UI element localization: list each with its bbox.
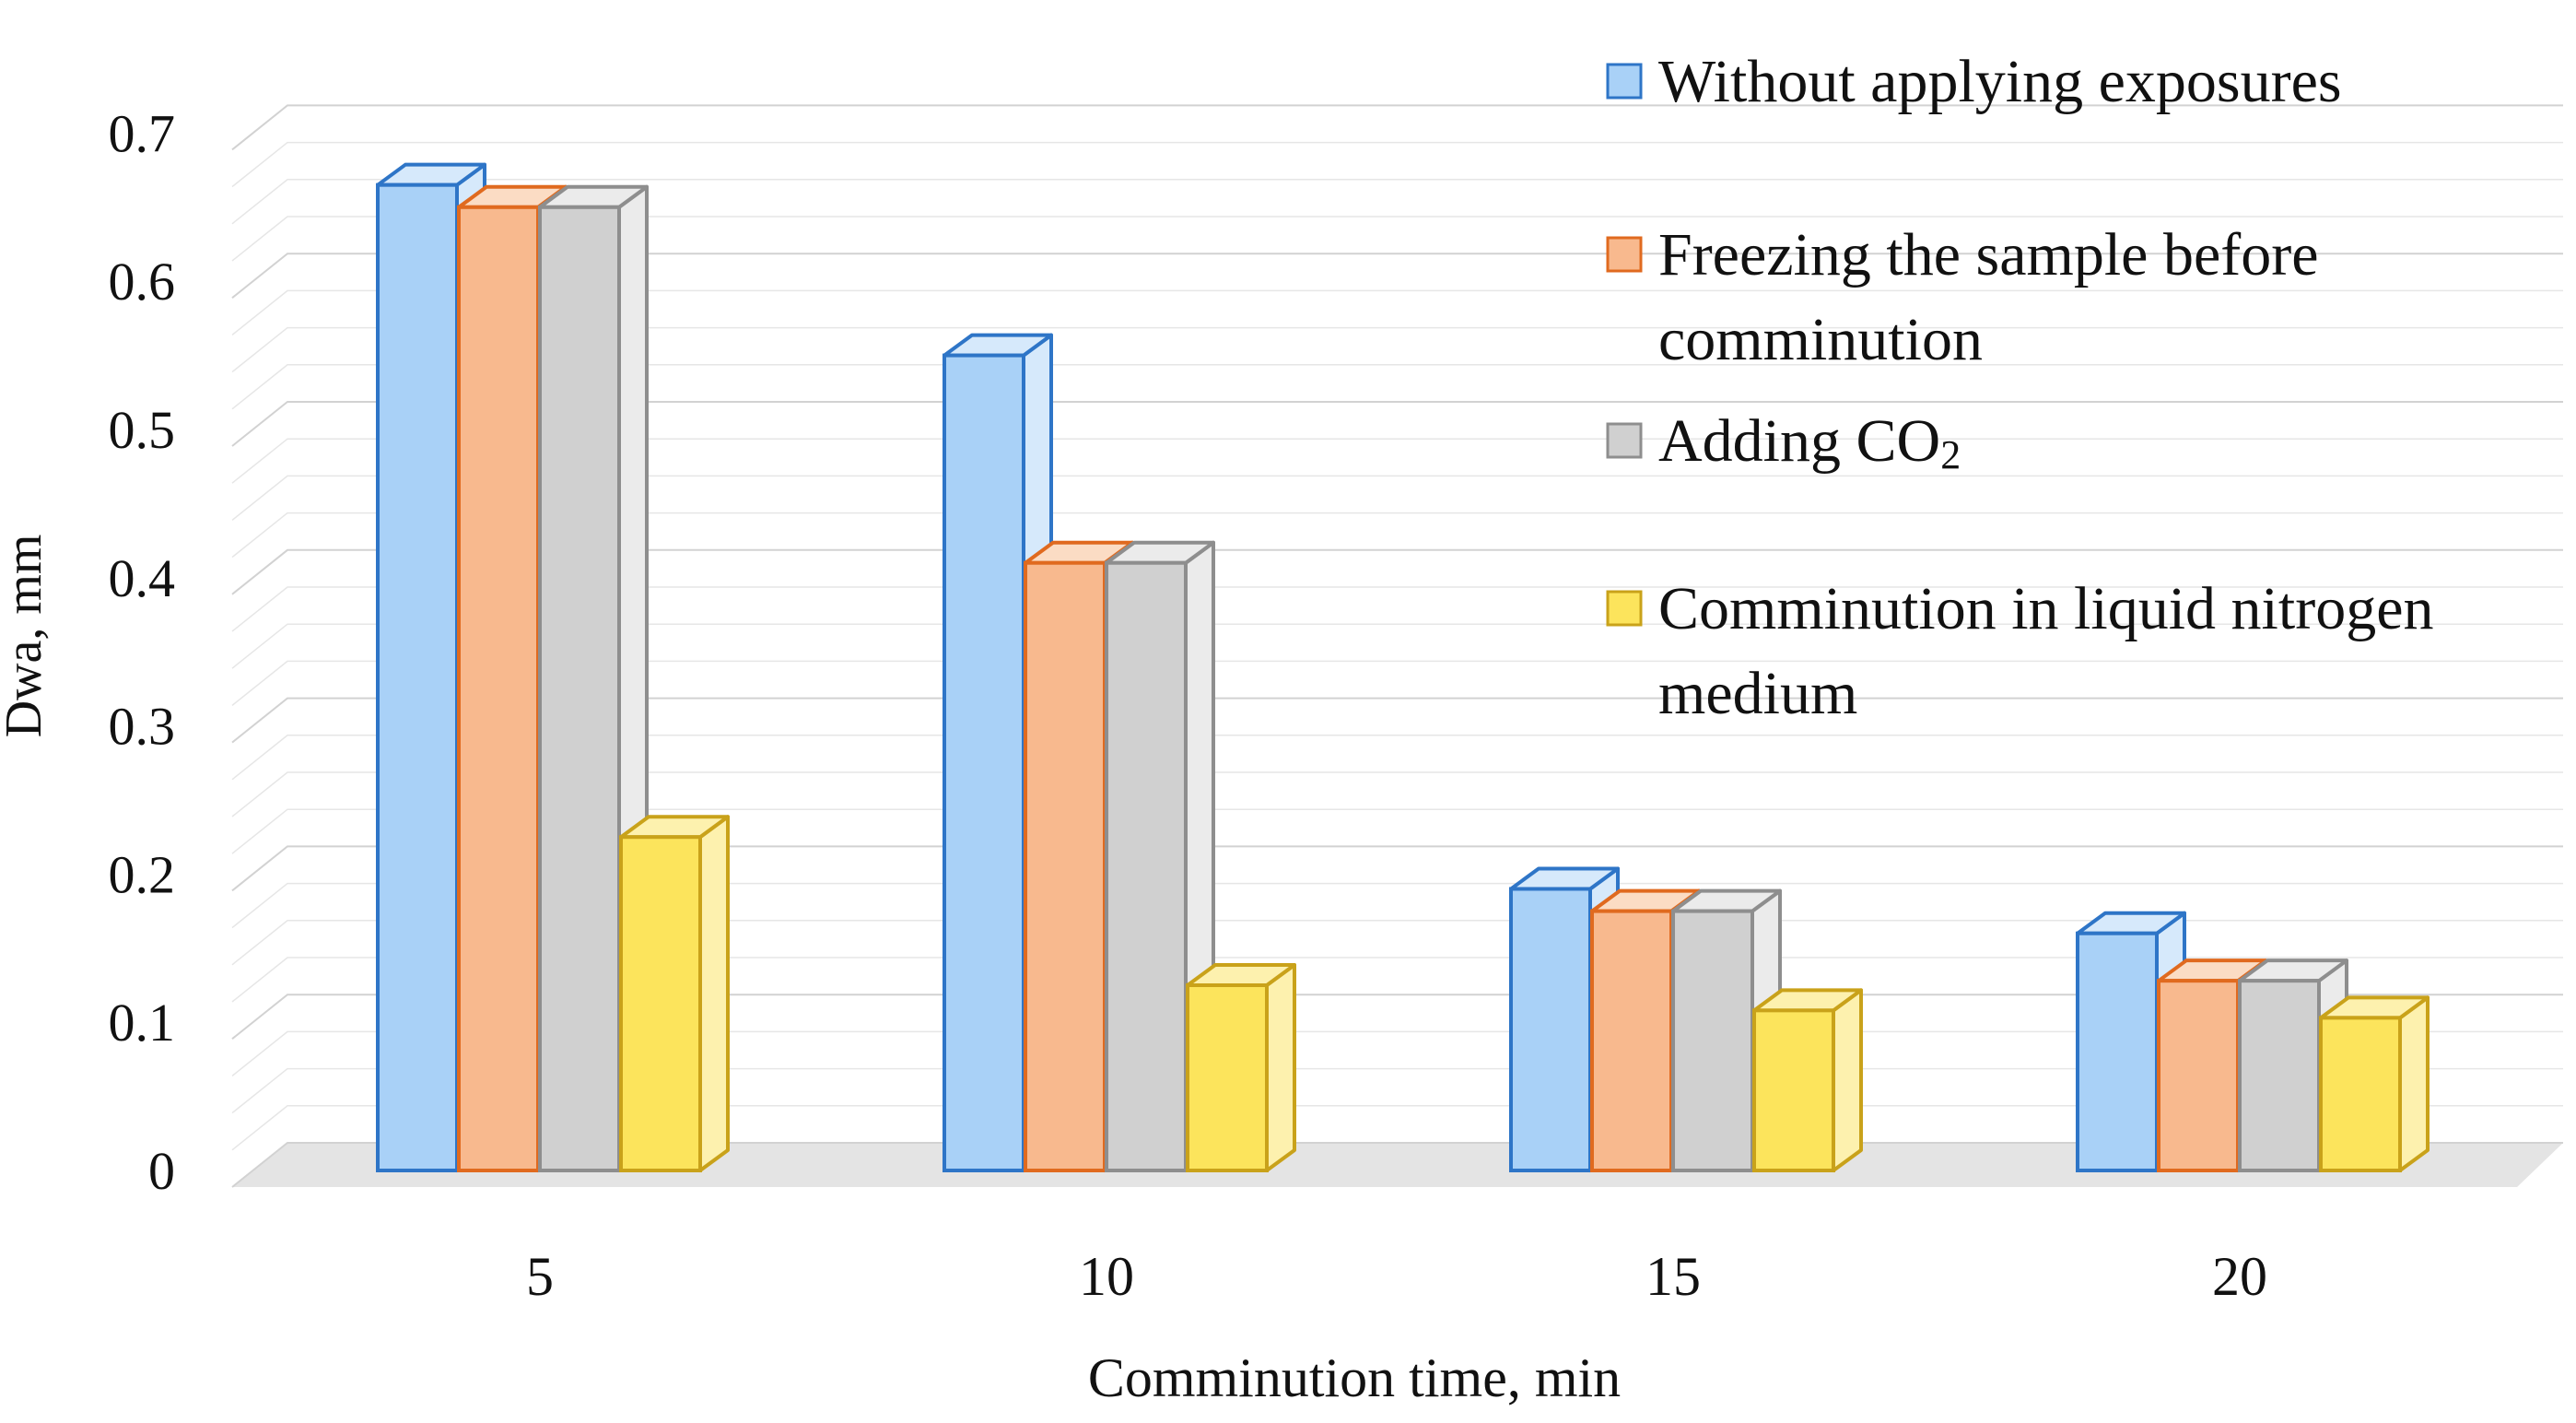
legend-label: medium — [1658, 660, 1857, 727]
bars — [376, 162, 2430, 1173]
legend-item: Adding CO2 — [1606, 407, 1961, 477]
bar-front-face — [1105, 560, 1188, 1172]
x-tick-label: 5 — [526, 1246, 554, 1307]
bar-front-face — [2076, 931, 2159, 1172]
y-tick-label: 0 — [148, 1141, 175, 1201]
gridline — [231, 957, 2563, 1003]
bar-front-face — [376, 182, 459, 1172]
gridline — [231, 438, 2563, 484]
gridline — [231, 660, 2563, 706]
x-axis-title: Comminution time, min — [1088, 1347, 1621, 1408]
bar-front-face — [1186, 983, 1269, 1172]
gridline — [231, 920, 2563, 966]
legend-label: Adding CO2 — [1658, 407, 1961, 477]
x-tick-label: 15 — [1645, 1246, 1701, 1307]
x-tick-label: 20 — [2212, 1246, 2267, 1307]
gridline — [231, 326, 2563, 373]
floor-plane — [232, 1143, 2563, 1187]
gridline — [231, 808, 2563, 854]
legend-item: Comminution in liquid nitrogen medium — [1606, 575, 2434, 727]
bar-front-face — [2319, 1016, 2402, 1172]
bar-side-face — [2398, 995, 2430, 1172]
gridline — [231, 401, 2563, 447]
legend-swatch — [1606, 236, 1643, 273]
legend-item: Without applying exposures — [1606, 48, 2342, 115]
bar-front-face — [619, 835, 702, 1172]
x-axis: 5 10 15 20 — [526, 1246, 2267, 1307]
gridline — [231, 586, 2563, 632]
bar — [1752, 988, 1863, 1173]
gridline — [231, 364, 2563, 410]
bar-front-face — [2238, 979, 2321, 1173]
bar-front-face — [943, 353, 1025, 1173]
gridline — [231, 845, 2563, 892]
gridline — [231, 548, 2563, 595]
bar-front-face — [538, 205, 621, 1172]
gridline — [231, 735, 2563, 781]
bar-front-face — [2157, 979, 2240, 1173]
legend: Without applying exposures Freezing the s… — [1606, 48, 2434, 727]
legend-label: comminution — [1658, 306, 1983, 373]
gridline — [231, 623, 2563, 669]
legend-swatch — [1606, 422, 1643, 459]
gridline — [231, 141, 2563, 188]
legend-label: Without applying exposures — [1658, 48, 2342, 115]
bar — [538, 184, 649, 1172]
bar-front-face — [1671, 909, 1754, 1172]
gridlines — [231, 104, 2563, 1188]
y-tick-label: 0.4 — [109, 548, 176, 608]
gridline — [231, 882, 2563, 929]
y-tick-label: 0.7 — [109, 103, 176, 163]
gridline — [231, 697, 2563, 744]
bar — [619, 815, 730, 1172]
y-tick-label: 0.2 — [109, 844, 176, 904]
gridline — [231, 253, 2563, 299]
gridline — [231, 104, 2563, 151]
chart-floor — [232, 1143, 2563, 1187]
y-tick-label: 0.3 — [109, 697, 176, 757]
y-tick-label: 0.6 — [109, 252, 176, 312]
bar — [1186, 963, 1296, 1172]
legend-label: Comminution in liquid nitrogen — [1658, 575, 2434, 642]
bar — [2319, 995, 2430, 1172]
legend-label: Freezing the sample before — [1658, 221, 2319, 288]
bar-front-face — [1590, 909, 1673, 1172]
bar-front-face — [1024, 560, 1107, 1172]
y-tick-label: 0.5 — [109, 400, 176, 460]
bar-side-face — [1265, 963, 1296, 1172]
gridline — [231, 289, 2563, 335]
bar-front-face — [457, 205, 540, 1172]
gridline — [231, 512, 2563, 559]
y-tick-label: 0.1 — [109, 993, 176, 1053]
y-axis: 0 0.1 0.2 0.3 0.4 0.5 0.6 0.7 — [109, 103, 176, 1201]
bar-side-face — [1832, 988, 1863, 1172]
legend-swatch — [1606, 590, 1643, 627]
gridline — [231, 475, 2563, 521]
x-tick-label: 10 — [1079, 1246, 1134, 1307]
gridline — [231, 771, 2563, 817]
legend-swatch — [1606, 63, 1643, 100]
y-axis-title: Dwa, mm — [0, 535, 53, 738]
bar-side-face — [698, 815, 730, 1172]
bar-front-face — [1509, 887, 1592, 1172]
legend-item: Freezing the sample before comminution — [1606, 221, 2319, 373]
bar-front-face — [1752, 1008, 1835, 1173]
gridline — [231, 216, 2563, 262]
gridline — [231, 179, 2563, 225]
